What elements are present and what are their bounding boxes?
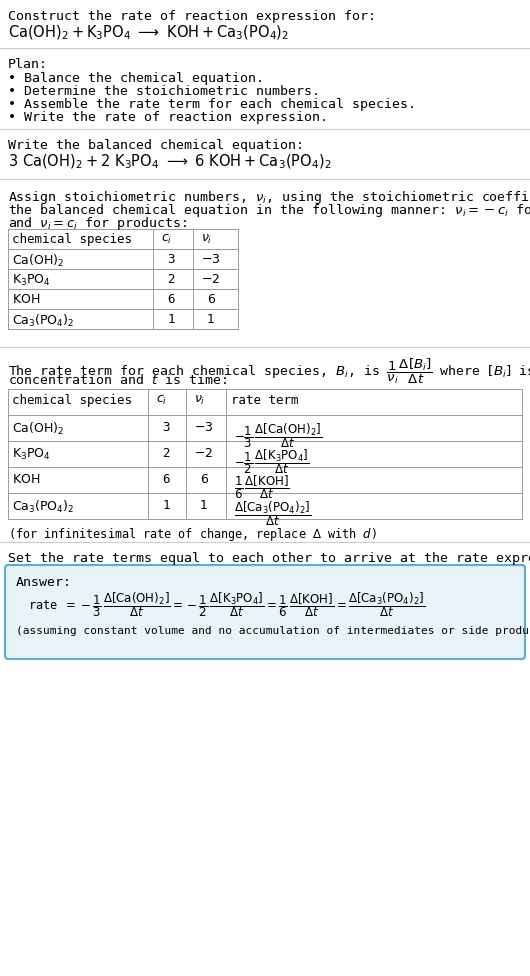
Text: 6: 6: [200, 473, 208, 486]
Text: 1: 1: [167, 313, 175, 326]
Text: chemical species: chemical species: [12, 394, 132, 407]
Text: • Balance the chemical equation.: • Balance the chemical equation.: [8, 72, 264, 85]
Text: Construct the rate of reaction expression for:: Construct the rate of reaction expressio…: [8, 10, 376, 23]
Text: $\mathrm{Ca_3(PO_4)_2}$: $\mathrm{Ca_3(PO_4)_2}$: [12, 313, 74, 329]
Text: $\mathrm{K_3PO_4}$: $\mathrm{K_3PO_4}$: [12, 273, 51, 288]
Text: 3: 3: [162, 421, 170, 434]
Text: $\mathrm{Ca(OH)_2 + K_3PO_4 \ \longrightarrow \ KOH + Ca_3(PO_4)_2}$: $\mathrm{Ca(OH)_2 + K_3PO_4 \ \longright…: [8, 24, 289, 42]
Text: $-2$: $-2$: [201, 273, 220, 286]
Text: 1: 1: [200, 499, 208, 512]
Text: chemical species: chemical species: [12, 233, 132, 246]
Text: rate term: rate term: [231, 394, 298, 407]
Text: $\mathrm{Ca(OH)_2}$: $\mathrm{Ca(OH)_2}$: [12, 253, 64, 269]
Text: $\mathrm{Ca_3(PO_4)_2}$: $\mathrm{Ca_3(PO_4)_2}$: [12, 499, 74, 515]
Text: $-2$: $-2$: [195, 447, 214, 460]
Text: $\mathrm{3\ Ca(OH)_2 + 2\ K_3PO_4 \ \longrightarrow \ 6\ KOH + Ca_3(PO_4)_2}$: $\mathrm{3\ Ca(OH)_2 + 2\ K_3PO_4 \ \lon…: [8, 153, 331, 172]
Text: • Write the rate of reaction expression.: • Write the rate of reaction expression.: [8, 111, 328, 124]
Text: $-\dfrac{1}{3}\,\dfrac{\Delta[\mathrm{Ca(OH)_2}]}{\Delta t}$: $-\dfrac{1}{3}\,\dfrac{\Delta[\mathrm{Ca…: [234, 421, 322, 450]
Text: Set the rate terms equal to each other to arrive at the rate expression:: Set the rate terms equal to each other t…: [8, 552, 530, 565]
Text: the balanced chemical equation in the following manner: $\nu_i = -c_i$ for react: the balanced chemical equation in the fo…: [8, 202, 530, 219]
Text: 6: 6: [162, 473, 170, 486]
Text: 6: 6: [167, 293, 175, 306]
Text: 2: 2: [162, 447, 170, 460]
Text: (for infinitesimal rate of change, replace $\Delta$ with $d$): (for infinitesimal rate of change, repla…: [8, 526, 377, 543]
Text: $-\dfrac{1}{2}\,\dfrac{\Delta[\mathrm{K_3PO_4}]}{\Delta t}$: $-\dfrac{1}{2}\,\dfrac{\Delta[\mathrm{K_…: [234, 447, 310, 475]
Text: $c_i$: $c_i$: [161, 233, 172, 246]
Text: $-3$: $-3$: [195, 421, 214, 434]
Text: 3: 3: [167, 253, 175, 266]
Text: $\dfrac{\Delta[\mathrm{Ca_3(PO_4)_2}]}{\Delta t}$: $\dfrac{\Delta[\mathrm{Ca_3(PO_4)_2}]}{\…: [234, 499, 311, 528]
Text: $\mathrm{KOH}$: $\mathrm{KOH}$: [12, 293, 40, 306]
Text: Answer:: Answer:: [16, 576, 72, 589]
Text: 1: 1: [207, 313, 215, 326]
Text: $\nu_i$: $\nu_i$: [201, 233, 213, 246]
Text: The rate term for each chemical species, $B_i$, is $\dfrac{1}{\nu_i}\dfrac{\Delt: The rate term for each chemical species,…: [8, 357, 530, 386]
Text: $\mathrm{K_3PO_4}$: $\mathrm{K_3PO_4}$: [12, 447, 51, 462]
Text: • Assemble the rate term for each chemical species.: • Assemble the rate term for each chemic…: [8, 98, 416, 111]
Text: $\dfrac{1}{6}\,\dfrac{\Delta[\mathrm{KOH}]}{\Delta t}$: $\dfrac{1}{6}\,\dfrac{\Delta[\mathrm{KOH…: [234, 473, 290, 501]
Text: 2: 2: [167, 273, 175, 286]
FancyBboxPatch shape: [5, 565, 525, 659]
Text: $\nu_i$: $\nu_i$: [194, 394, 205, 407]
Text: $c_i$: $c_i$: [156, 394, 167, 407]
Text: 1: 1: [162, 499, 170, 512]
Text: Plan:: Plan:: [8, 58, 48, 71]
Text: $\mathrm{Ca(OH)_2}$: $\mathrm{Ca(OH)_2}$: [12, 421, 64, 437]
Text: Write the balanced chemical equation:: Write the balanced chemical equation:: [8, 139, 304, 152]
Text: rate $= -\dfrac{1}{3}\,\dfrac{\Delta[\mathrm{Ca(OH)_2}]}{\Delta t} = -\dfrac{1}{: rate $= -\dfrac{1}{3}\,\dfrac{\Delta[\ma…: [28, 590, 426, 619]
Text: $-3$: $-3$: [201, 253, 220, 266]
Text: Assign stoichiometric numbers, $\nu_i$, using the stoichiometric coefficients, $: Assign stoichiometric numbers, $\nu_i$, …: [8, 189, 530, 206]
Text: (assuming constant volume and no accumulation of intermediates or side products): (assuming constant volume and no accumul…: [16, 626, 530, 636]
Text: concentration and $t$ is time:: concentration and $t$ is time:: [8, 373, 227, 387]
Text: • Determine the stoichiometric numbers.: • Determine the stoichiometric numbers.: [8, 85, 320, 98]
Text: $\mathrm{KOH}$: $\mathrm{KOH}$: [12, 473, 40, 486]
Text: 6: 6: [207, 293, 215, 306]
Text: and $\nu_i = c_i$ for products:: and $\nu_i = c_i$ for products:: [8, 215, 187, 232]
